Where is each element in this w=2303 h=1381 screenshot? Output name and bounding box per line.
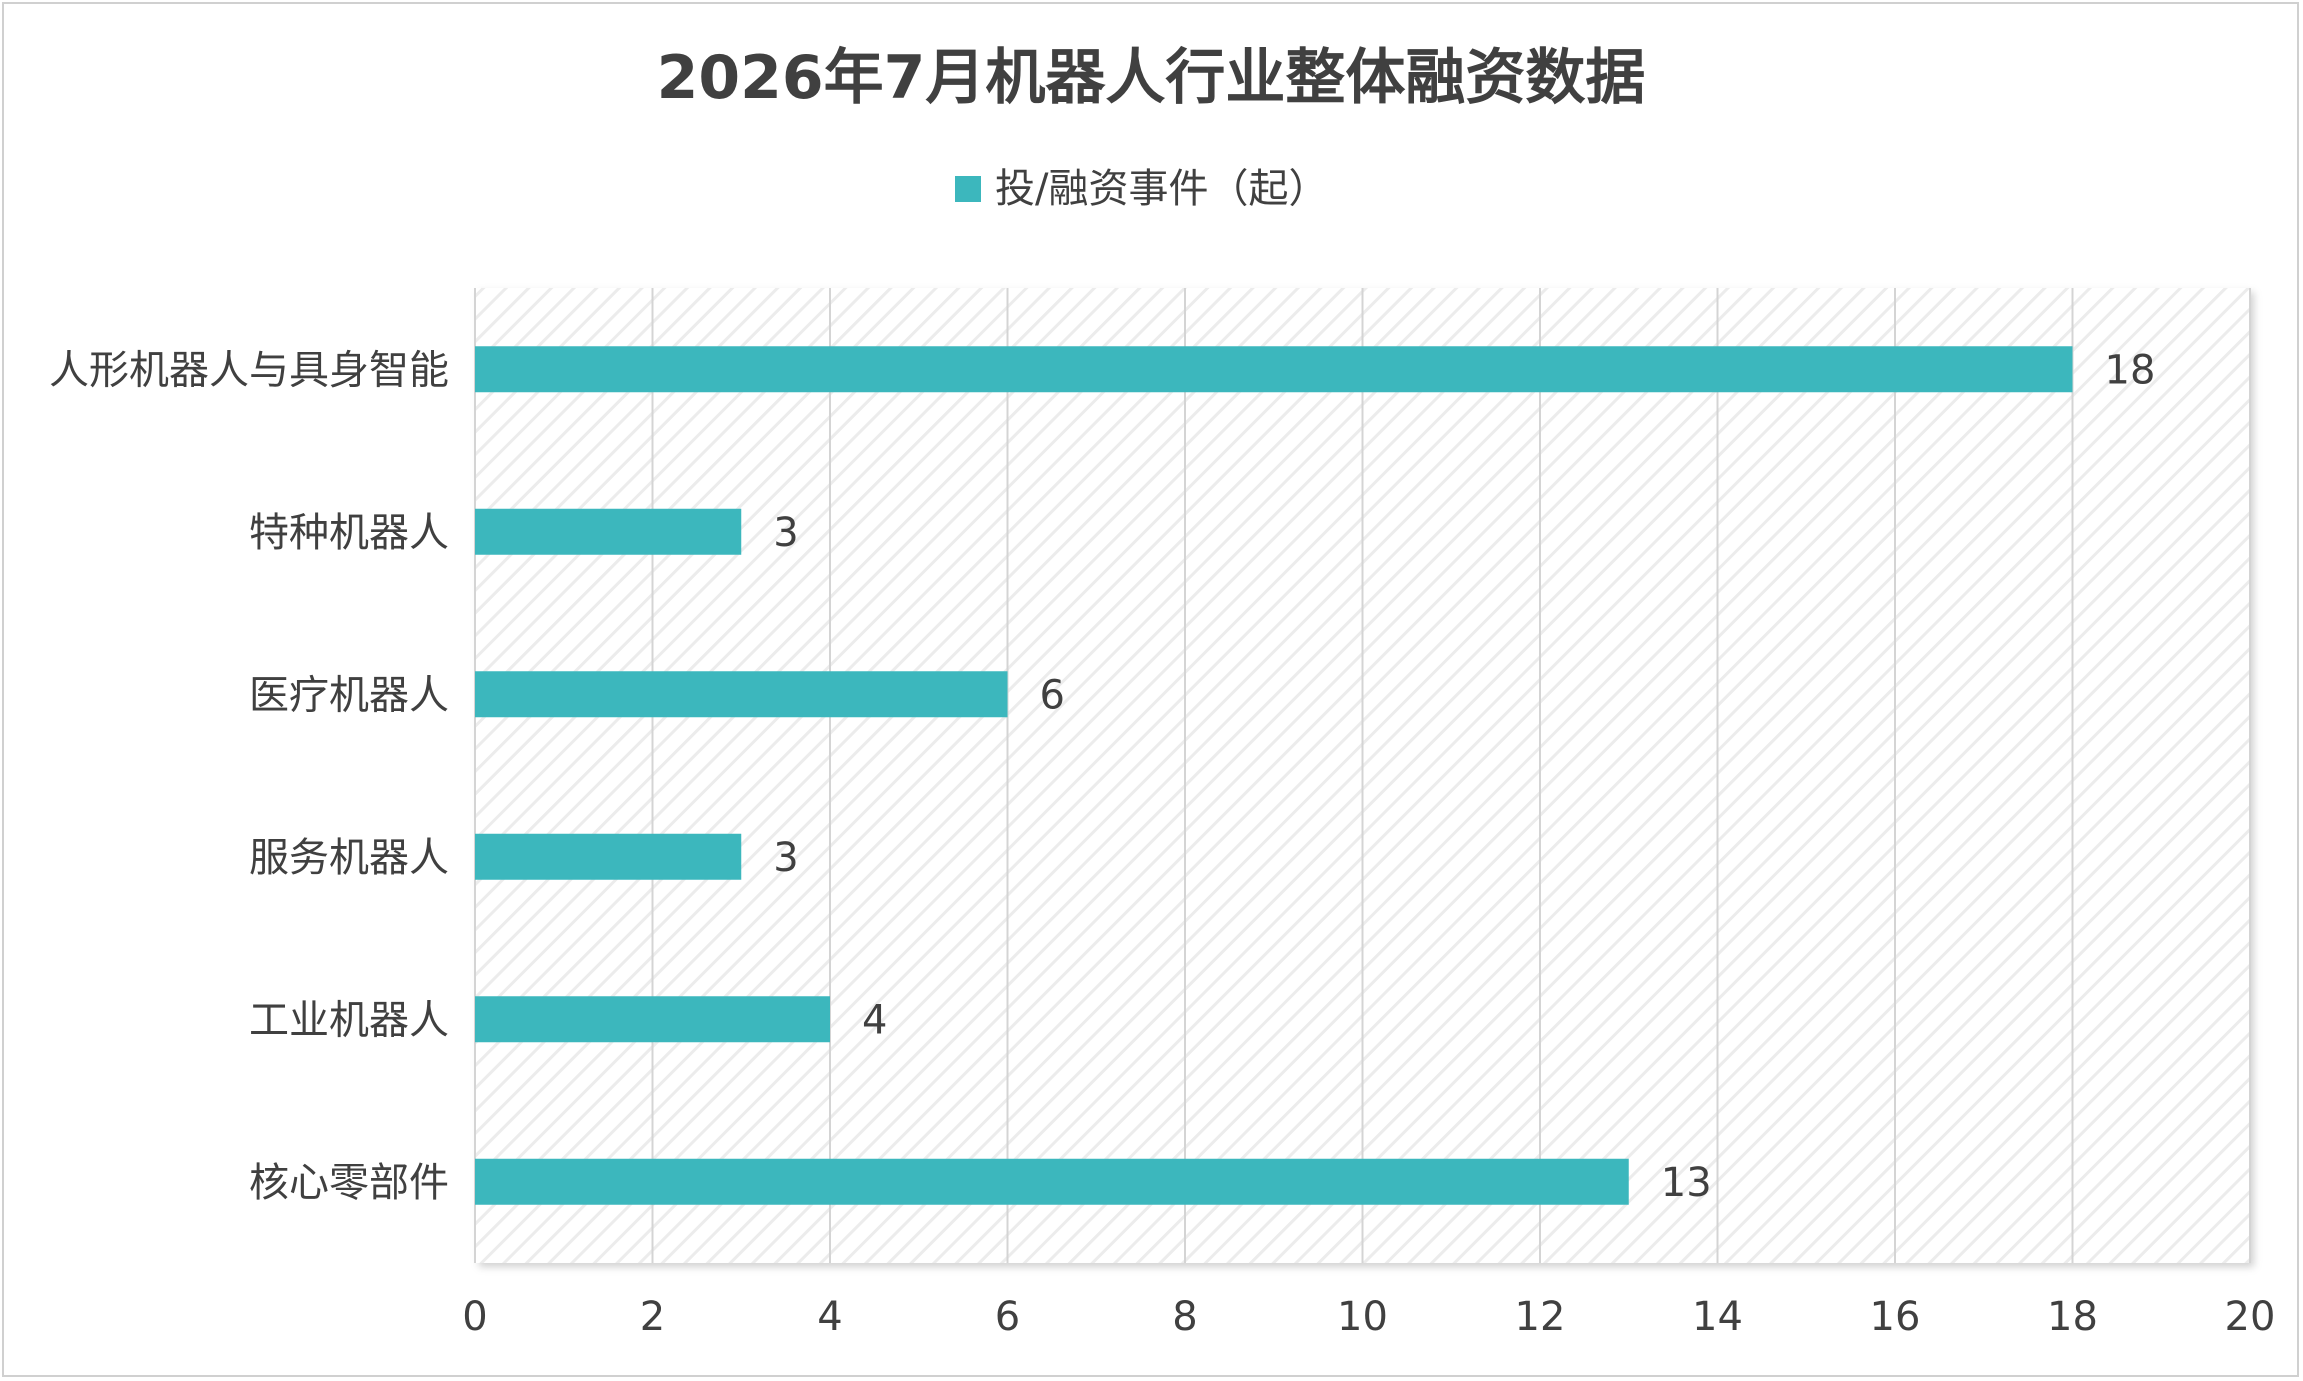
category-label: 人形机器人与具身智能 bbox=[49, 347, 449, 393]
x-tick-label: 0 bbox=[462, 1294, 487, 1340]
category-label: 工业机器人 bbox=[249, 997, 449, 1043]
legend-swatch bbox=[955, 176, 981, 202]
bar bbox=[475, 996, 830, 1043]
x-tick-label: 16 bbox=[1870, 1294, 1921, 1340]
x-tick-label: 12 bbox=[1515, 1294, 1566, 1340]
bar bbox=[475, 833, 742, 880]
category-label: 核心零部件 bbox=[249, 1160, 449, 1206]
category-label: 医疗机器人 bbox=[249, 672, 449, 718]
data-label: 3 bbox=[773, 835, 798, 881]
legend: 投/融资事件（起） bbox=[955, 166, 1328, 212]
gridlines bbox=[474, 288, 2251, 1263]
bar bbox=[475, 1158, 1629, 1205]
chart-title: 2026年7月机器人行业整体融资数据 bbox=[657, 43, 1646, 113]
x-tick-label: 18 bbox=[2047, 1294, 2098, 1340]
data-labels: 18 3 6 3 4 13 bbox=[773, 347, 2155, 1206]
category-label: 特种机器人 bbox=[249, 510, 449, 556]
data-label: 6 bbox=[1040, 672, 1065, 718]
x-tick-label: 6 bbox=[995, 1294, 1020, 1340]
category-label: 服务机器人 bbox=[249, 835, 449, 881]
x-tick-label: 14 bbox=[1692, 1294, 1743, 1340]
data-label: 4 bbox=[862, 997, 887, 1043]
legend-label: 投/融资事件（起） bbox=[995, 166, 1328, 212]
x-tick-label: 4 bbox=[817, 1294, 842, 1340]
data-label: 3 bbox=[773, 510, 798, 556]
data-label: 18 bbox=[2105, 347, 2156, 393]
x-tick-label: 20 bbox=[2225, 1294, 2276, 1340]
bar bbox=[475, 508, 742, 555]
bars bbox=[475, 346, 2073, 1205]
x-tick-label: 2 bbox=[640, 1294, 665, 1340]
bar bbox=[475, 671, 1008, 718]
bar bbox=[475, 346, 2073, 393]
x-tick-label: 10 bbox=[1337, 1294, 1388, 1340]
x-tick-label: 8 bbox=[1172, 1294, 1197, 1340]
data-label: 13 bbox=[1661, 1160, 1712, 1206]
x-axis-tick-labels: 0 2 4 6 8 10 12 14 16 18 20 bbox=[462, 1294, 2275, 1340]
